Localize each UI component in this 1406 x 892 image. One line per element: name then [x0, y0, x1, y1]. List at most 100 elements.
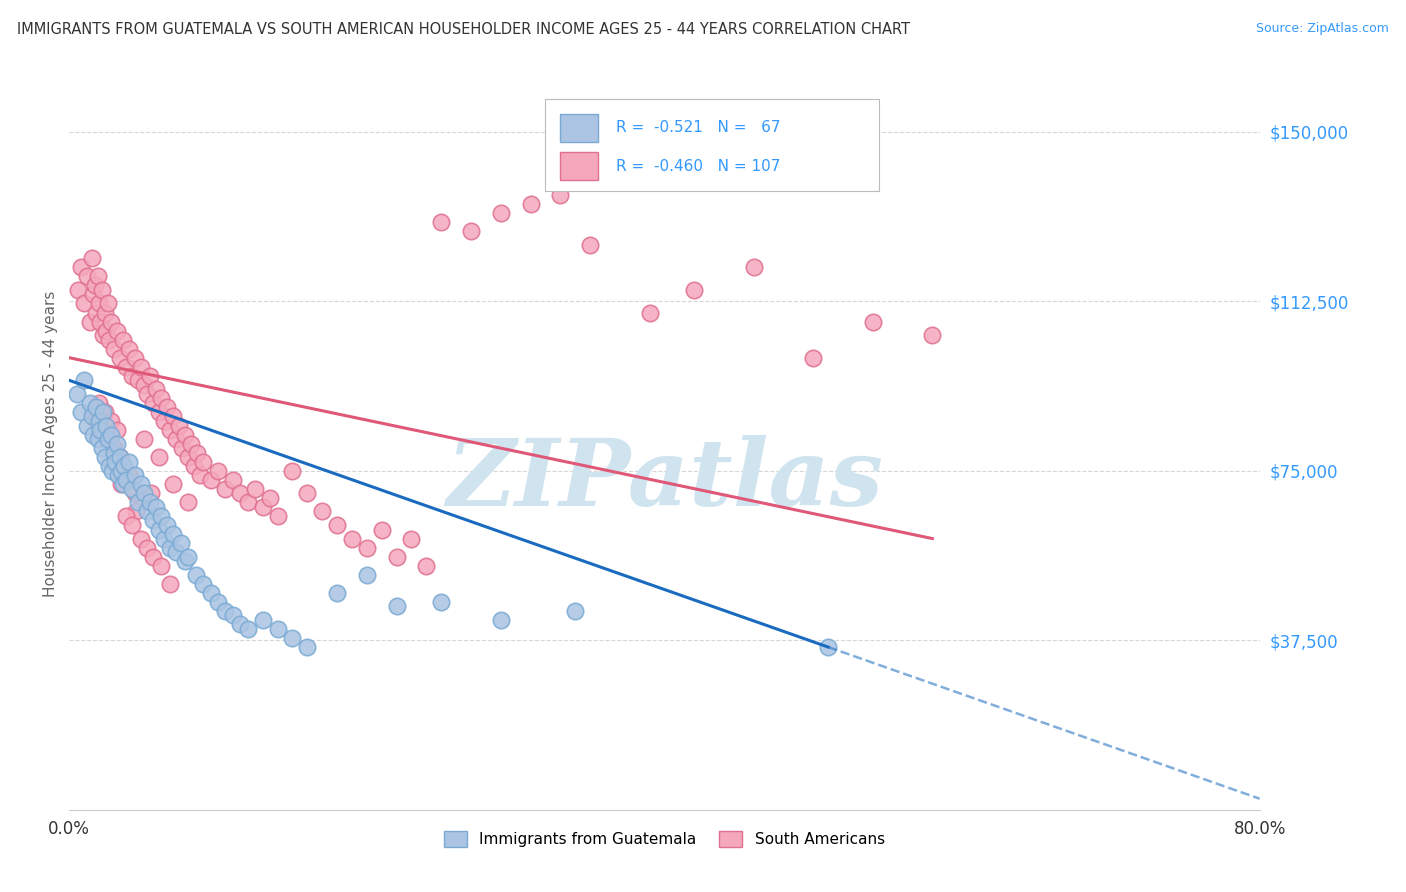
Point — [105, 324, 128, 338]
Point — [371, 523, 394, 537]
Point — [100, 427, 122, 442]
Point — [169, 418, 191, 433]
Point — [129, 359, 152, 374]
Point — [114, 508, 136, 523]
Point — [73, 373, 96, 387]
Point — [86, 269, 108, 284]
Point — [132, 486, 155, 500]
Point — [174, 554, 197, 568]
Point — [150, 392, 173, 406]
Point — [135, 387, 157, 401]
Point — [84, 414, 107, 428]
Point — [84, 401, 107, 415]
Point — [159, 541, 181, 555]
Point — [138, 495, 160, 509]
Point — [84, 305, 107, 319]
Point — [460, 224, 482, 238]
Point — [742, 260, 765, 275]
Point — [430, 215, 453, 229]
Point — [82, 405, 104, 419]
Legend: Immigrants from Guatemala, South Americans: Immigrants from Guatemala, South America… — [439, 825, 891, 854]
Point — [76, 418, 98, 433]
Text: Source: ZipAtlas.com: Source: ZipAtlas.com — [1256, 22, 1389, 36]
Point — [129, 532, 152, 546]
Point — [108, 450, 131, 465]
Point — [87, 296, 110, 310]
Point — [145, 500, 167, 514]
Point — [200, 586, 222, 600]
Text: R =  -0.460   N = 107: R = -0.460 N = 107 — [616, 159, 780, 174]
Point — [89, 314, 111, 328]
Point — [83, 278, 105, 293]
Point — [80, 409, 103, 424]
Point — [91, 283, 114, 297]
Point — [150, 508, 173, 523]
Point — [259, 491, 281, 505]
Point — [142, 396, 165, 410]
Point — [281, 631, 304, 645]
Point — [159, 576, 181, 591]
Point — [129, 477, 152, 491]
Point — [191, 455, 214, 469]
Point — [96, 418, 118, 433]
Point — [108, 450, 131, 465]
Point — [135, 504, 157, 518]
Point — [79, 314, 101, 328]
Text: IMMIGRANTS FROM GUATEMALA VS SOUTH AMERICAN HOUSEHOLDER INCOME AGES 25 - 44 YEAR: IMMIGRANTS FROM GUATEMALA VS SOUTH AMERI… — [17, 22, 910, 37]
Point — [177, 549, 200, 564]
Point — [356, 541, 378, 555]
Point — [82, 287, 104, 301]
Point — [76, 269, 98, 284]
Point — [125, 504, 148, 518]
Point — [222, 608, 245, 623]
Point — [162, 477, 184, 491]
Point — [67, 283, 90, 297]
Point — [148, 523, 170, 537]
Point — [118, 468, 141, 483]
Point — [579, 237, 602, 252]
Point — [550, 188, 572, 202]
Point — [862, 314, 884, 328]
Point — [159, 423, 181, 437]
Point — [108, 351, 131, 365]
Point — [385, 549, 408, 564]
Point — [114, 359, 136, 374]
Point — [430, 595, 453, 609]
Point — [135, 541, 157, 555]
Point — [127, 373, 149, 387]
Point — [297, 486, 319, 500]
Point — [183, 459, 205, 474]
Point — [142, 549, 165, 564]
Point — [124, 486, 146, 500]
Point — [214, 604, 236, 618]
Point — [214, 482, 236, 496]
Text: ZIPatlas: ZIPatlas — [446, 435, 883, 525]
Point — [100, 314, 122, 328]
Point — [281, 464, 304, 478]
Point — [156, 401, 179, 415]
Point — [191, 576, 214, 591]
Point — [91, 423, 114, 437]
Point — [252, 613, 274, 627]
Point — [177, 495, 200, 509]
Point — [121, 482, 143, 496]
Point — [105, 436, 128, 450]
Point — [103, 342, 125, 356]
Point — [921, 328, 943, 343]
Point — [172, 441, 194, 455]
Point — [311, 504, 333, 518]
Point — [156, 518, 179, 533]
Point — [162, 527, 184, 541]
FancyBboxPatch shape — [560, 153, 598, 180]
Point — [94, 450, 117, 465]
Point — [415, 558, 437, 573]
Point — [114, 473, 136, 487]
Point — [100, 414, 122, 428]
Point — [91, 441, 114, 455]
Point — [94, 305, 117, 319]
Point — [165, 545, 187, 559]
Point — [638, 305, 661, 319]
Point — [207, 595, 229, 609]
Point — [177, 450, 200, 465]
Point — [519, 197, 541, 211]
